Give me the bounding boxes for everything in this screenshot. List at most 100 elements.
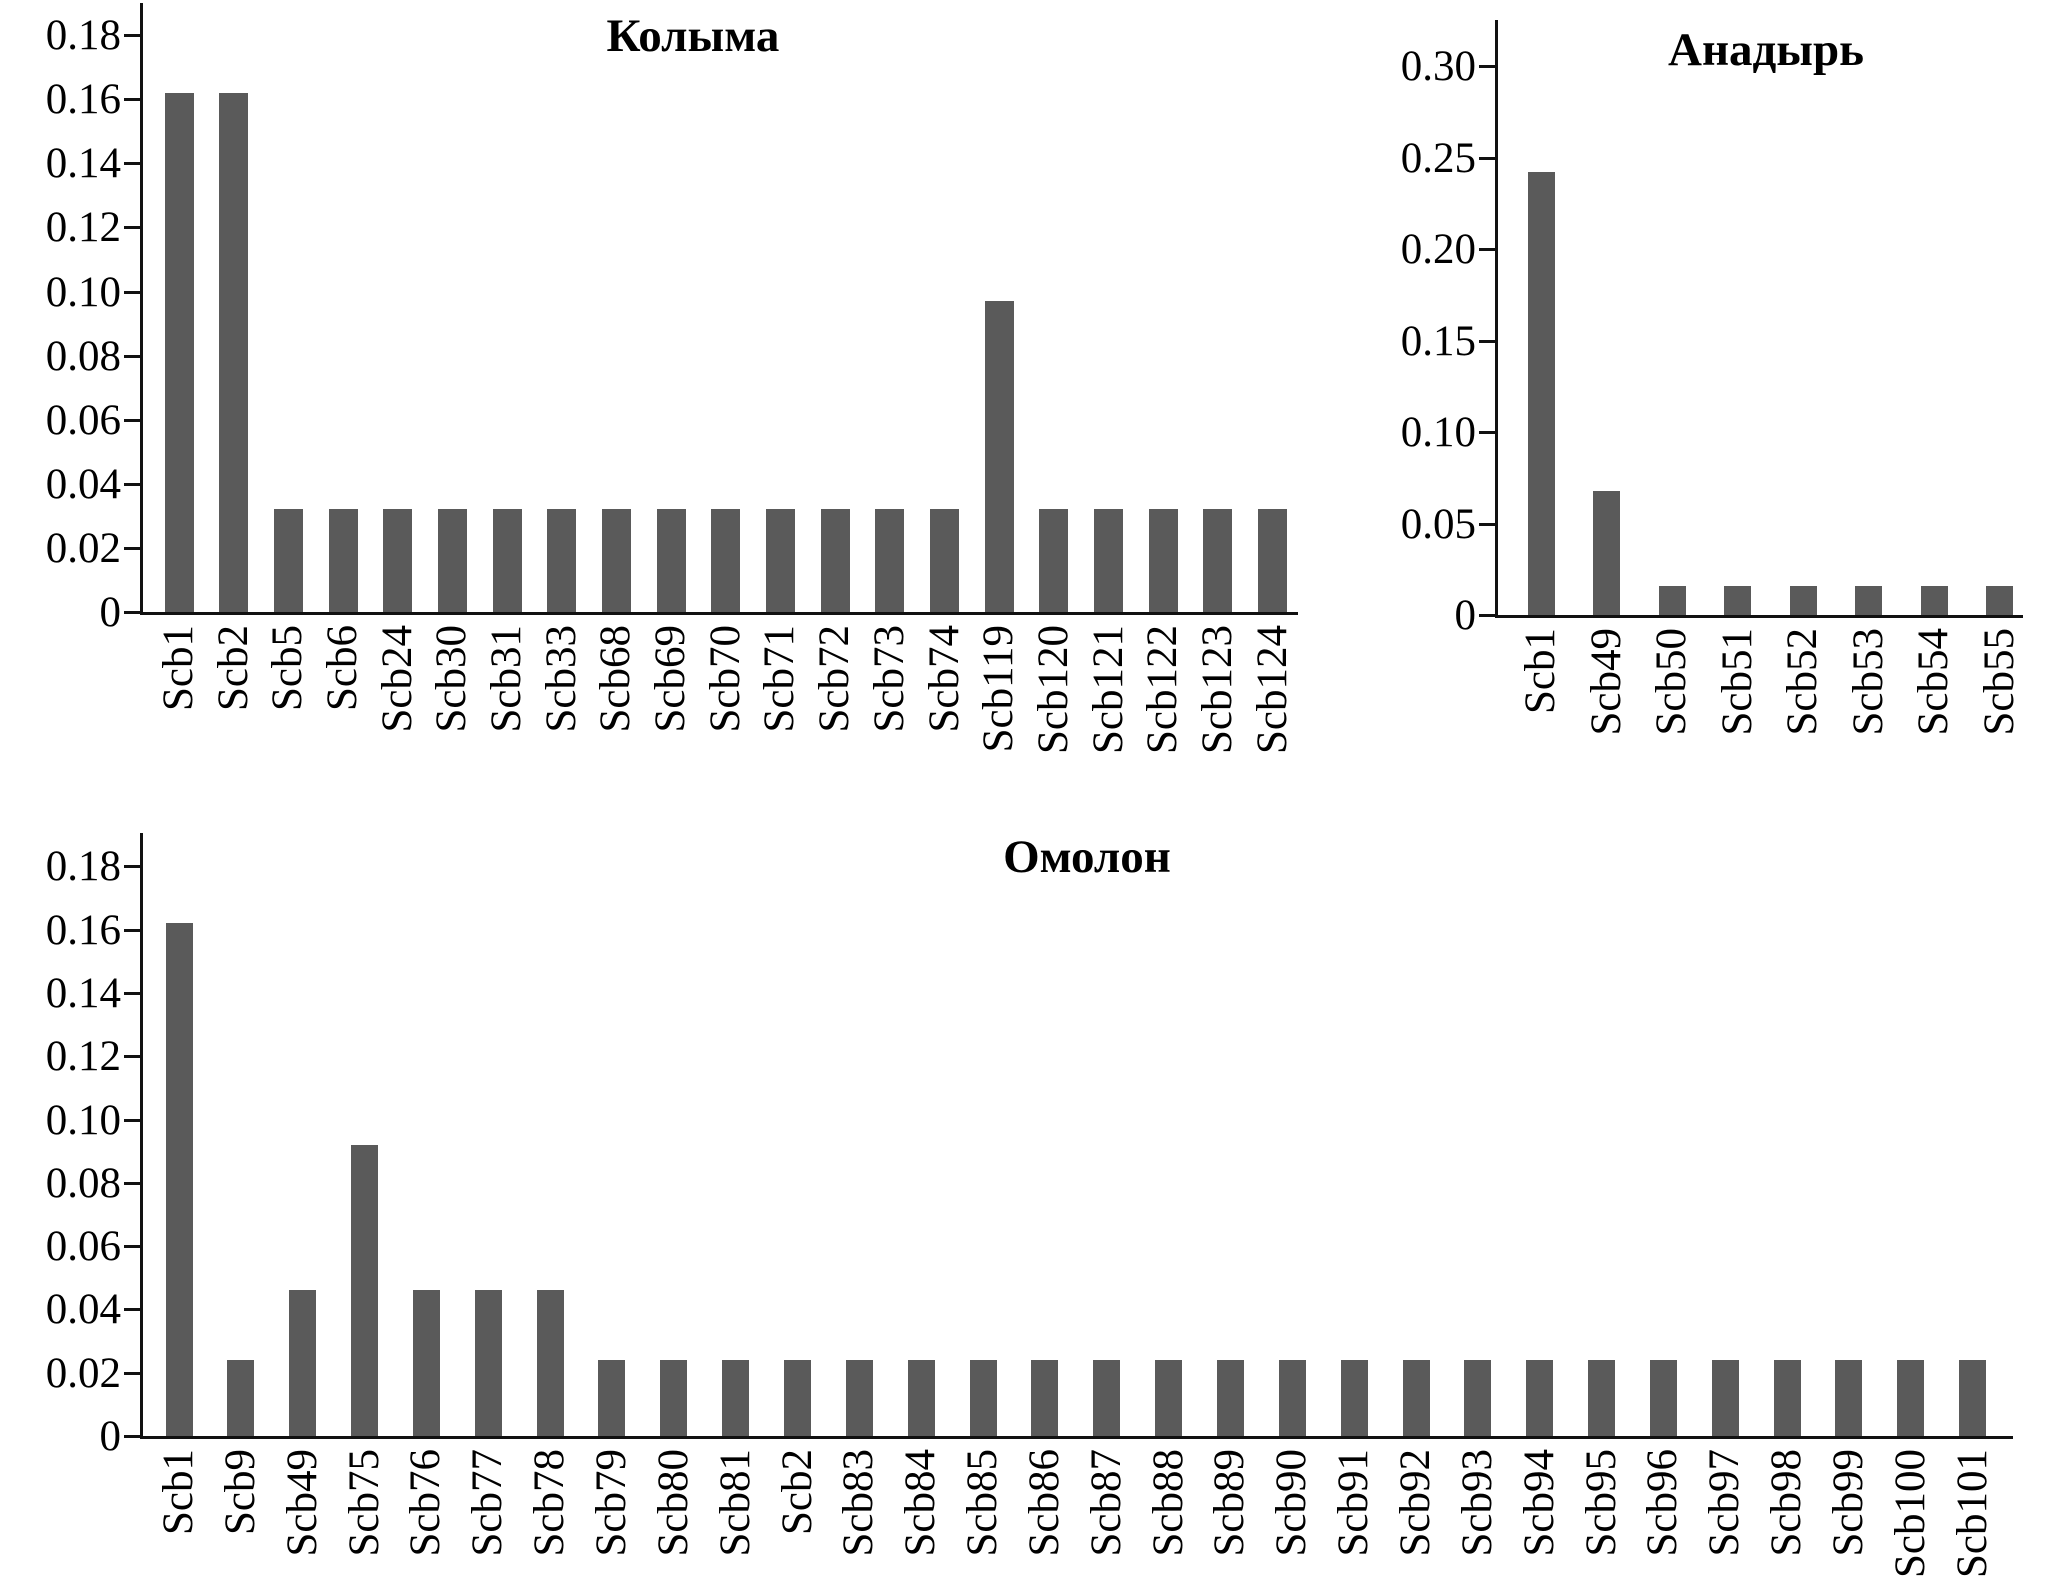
y-tick-label: 0.25 xyxy=(1400,135,1476,182)
bar-Scb91 xyxy=(1341,1360,1368,1436)
bar-Scb86 xyxy=(1031,1360,1058,1436)
bar-Scb1 xyxy=(165,93,194,612)
bar-Scb76 xyxy=(413,1290,440,1436)
y-tick xyxy=(124,1119,140,1122)
bar-Scb69 xyxy=(657,509,686,612)
y-tick xyxy=(124,1372,140,1375)
x-tick-label-Scb100: Scb100 xyxy=(1887,1449,1934,1578)
x-tick-label-Scb122: Scb122 xyxy=(1139,625,1186,754)
y-axis-line xyxy=(140,833,143,1439)
x-tick-label-Scb79: Scb79 xyxy=(588,1449,635,1557)
y-tick xyxy=(124,1182,140,1185)
x-tick-label-Scb71: Scb71 xyxy=(756,625,803,733)
bar-Scb50 xyxy=(1659,586,1686,615)
x-tick-label-Scb30: Scb30 xyxy=(428,625,475,733)
y-tick xyxy=(1479,248,1495,251)
x-tick-label-Scb96: Scb96 xyxy=(1639,1449,1686,1557)
y-tick xyxy=(124,547,140,550)
bar-Scb87 xyxy=(1093,1360,1120,1436)
x-tick-label-Scb121: Scb121 xyxy=(1085,625,1132,754)
bar-Scb95 xyxy=(1588,1360,1615,1436)
bar-Scb94 xyxy=(1526,1360,1553,1436)
bar-Scb98 xyxy=(1774,1360,1801,1436)
bar-Scb83 xyxy=(846,1360,873,1436)
x-axis-line xyxy=(1495,615,2023,618)
x-tick-label-Scb49: Scb49 xyxy=(279,1449,326,1557)
bar-Scb72 xyxy=(821,509,850,612)
x-tick-label-Scb69: Scb69 xyxy=(647,625,694,733)
bar-Scb97 xyxy=(1712,1360,1739,1436)
bar-Scb2 xyxy=(784,1360,811,1436)
bar-Scb9 xyxy=(227,1360,254,1436)
y-tick xyxy=(124,611,140,614)
y-tick-label: 0.18 xyxy=(45,843,121,890)
x-tick-label-Scb89: Scb89 xyxy=(1206,1449,1253,1557)
y-tick xyxy=(1479,614,1495,617)
x-tick-label-Scb99: Scb99 xyxy=(1825,1449,1872,1557)
y-tick xyxy=(1479,157,1495,160)
x-tick-label-Scb123: Scb123 xyxy=(1194,625,1241,754)
x-tick-label-Scb52: Scb52 xyxy=(1779,628,1826,736)
x-tick-label-Scb83: Scb83 xyxy=(835,1449,882,1557)
x-tick-label-Scb76: Scb76 xyxy=(402,1449,449,1557)
y-tick-label: 0 xyxy=(1454,592,1477,639)
x-tick-label-Scb88: Scb88 xyxy=(1145,1449,1192,1557)
y-tick-label: 0.10 xyxy=(1400,409,1476,456)
x-tick-label-Scb5: Scb5 xyxy=(264,625,311,711)
x-tick-label-Scb94: Scb94 xyxy=(1516,1449,1563,1557)
x-tick-label-Scb51: Scb51 xyxy=(1714,628,1761,736)
y-tick xyxy=(124,1435,140,1438)
y-tick xyxy=(124,419,140,422)
x-tick-label-Scb84: Scb84 xyxy=(897,1449,944,1557)
bar-Scb92 xyxy=(1403,1360,1430,1436)
y-tick xyxy=(124,865,140,868)
y-tick-label: 0.10 xyxy=(45,1097,121,1144)
y-tick-label: 0.02 xyxy=(45,1350,121,1397)
x-tick-label-Scb73: Scb73 xyxy=(866,625,913,733)
y-tick xyxy=(124,929,140,932)
bar-Scb1 xyxy=(166,923,193,1436)
x-tick-label-Scb98: Scb98 xyxy=(1763,1449,1810,1557)
y-tick xyxy=(124,291,140,294)
bar-Scb85 xyxy=(970,1360,997,1436)
y-tick xyxy=(124,1245,140,1248)
y-tick xyxy=(124,483,140,486)
bar-Scb80 xyxy=(660,1360,687,1436)
x-tick-label-Scb120: Scb120 xyxy=(1030,625,1077,754)
y-tick-label: 0.05 xyxy=(1400,501,1476,548)
bar-Scb121 xyxy=(1094,509,1123,612)
bar-Scb52 xyxy=(1790,586,1817,615)
y-tick-label: 0.14 xyxy=(45,140,121,187)
x-axis-line xyxy=(140,612,1298,615)
x-tick-label-Scb49: Scb49 xyxy=(1583,628,1630,736)
y-tick-label: 0.04 xyxy=(45,461,121,508)
bar-Scb74 xyxy=(930,509,959,612)
x-tick-label-Scb68: Scb68 xyxy=(592,625,639,733)
y-tick-label: 0.08 xyxy=(45,1160,121,1207)
bar-Scb75 xyxy=(351,1145,378,1436)
y-tick xyxy=(124,1308,140,1311)
y-tick-label: 0.06 xyxy=(45,1223,121,1270)
y-tick xyxy=(1479,523,1495,526)
y-tick xyxy=(124,355,140,358)
bar-Scb24 xyxy=(383,509,412,612)
x-tick-label-Scb85: Scb85 xyxy=(959,1449,1006,1557)
bar-Scb119 xyxy=(985,301,1014,612)
bar-Scb81 xyxy=(722,1360,749,1436)
y-tick-label: 0.16 xyxy=(45,907,121,954)
x-tick-label-Scb2: Scb2 xyxy=(774,1449,821,1535)
bar-Scb68 xyxy=(602,509,631,612)
y-tick-label: 0.12 xyxy=(45,1033,121,1080)
y-tick xyxy=(1479,340,1495,343)
bar-Scb88 xyxy=(1155,1360,1182,1436)
x-tick-label-Scb81: Scb81 xyxy=(712,1449,759,1557)
x-tick-label-Scb55: Scb55 xyxy=(1976,628,2023,736)
y-tick-label: 0.14 xyxy=(45,970,121,1017)
y-tick xyxy=(124,98,140,101)
x-tick-label-Scb53: Scb53 xyxy=(1845,628,1892,736)
bar-Scb33 xyxy=(547,509,576,612)
bar-Scb6 xyxy=(329,509,358,612)
x-tick-label-Scb80: Scb80 xyxy=(650,1449,697,1557)
y-tick-label: 0.18 xyxy=(45,12,121,59)
